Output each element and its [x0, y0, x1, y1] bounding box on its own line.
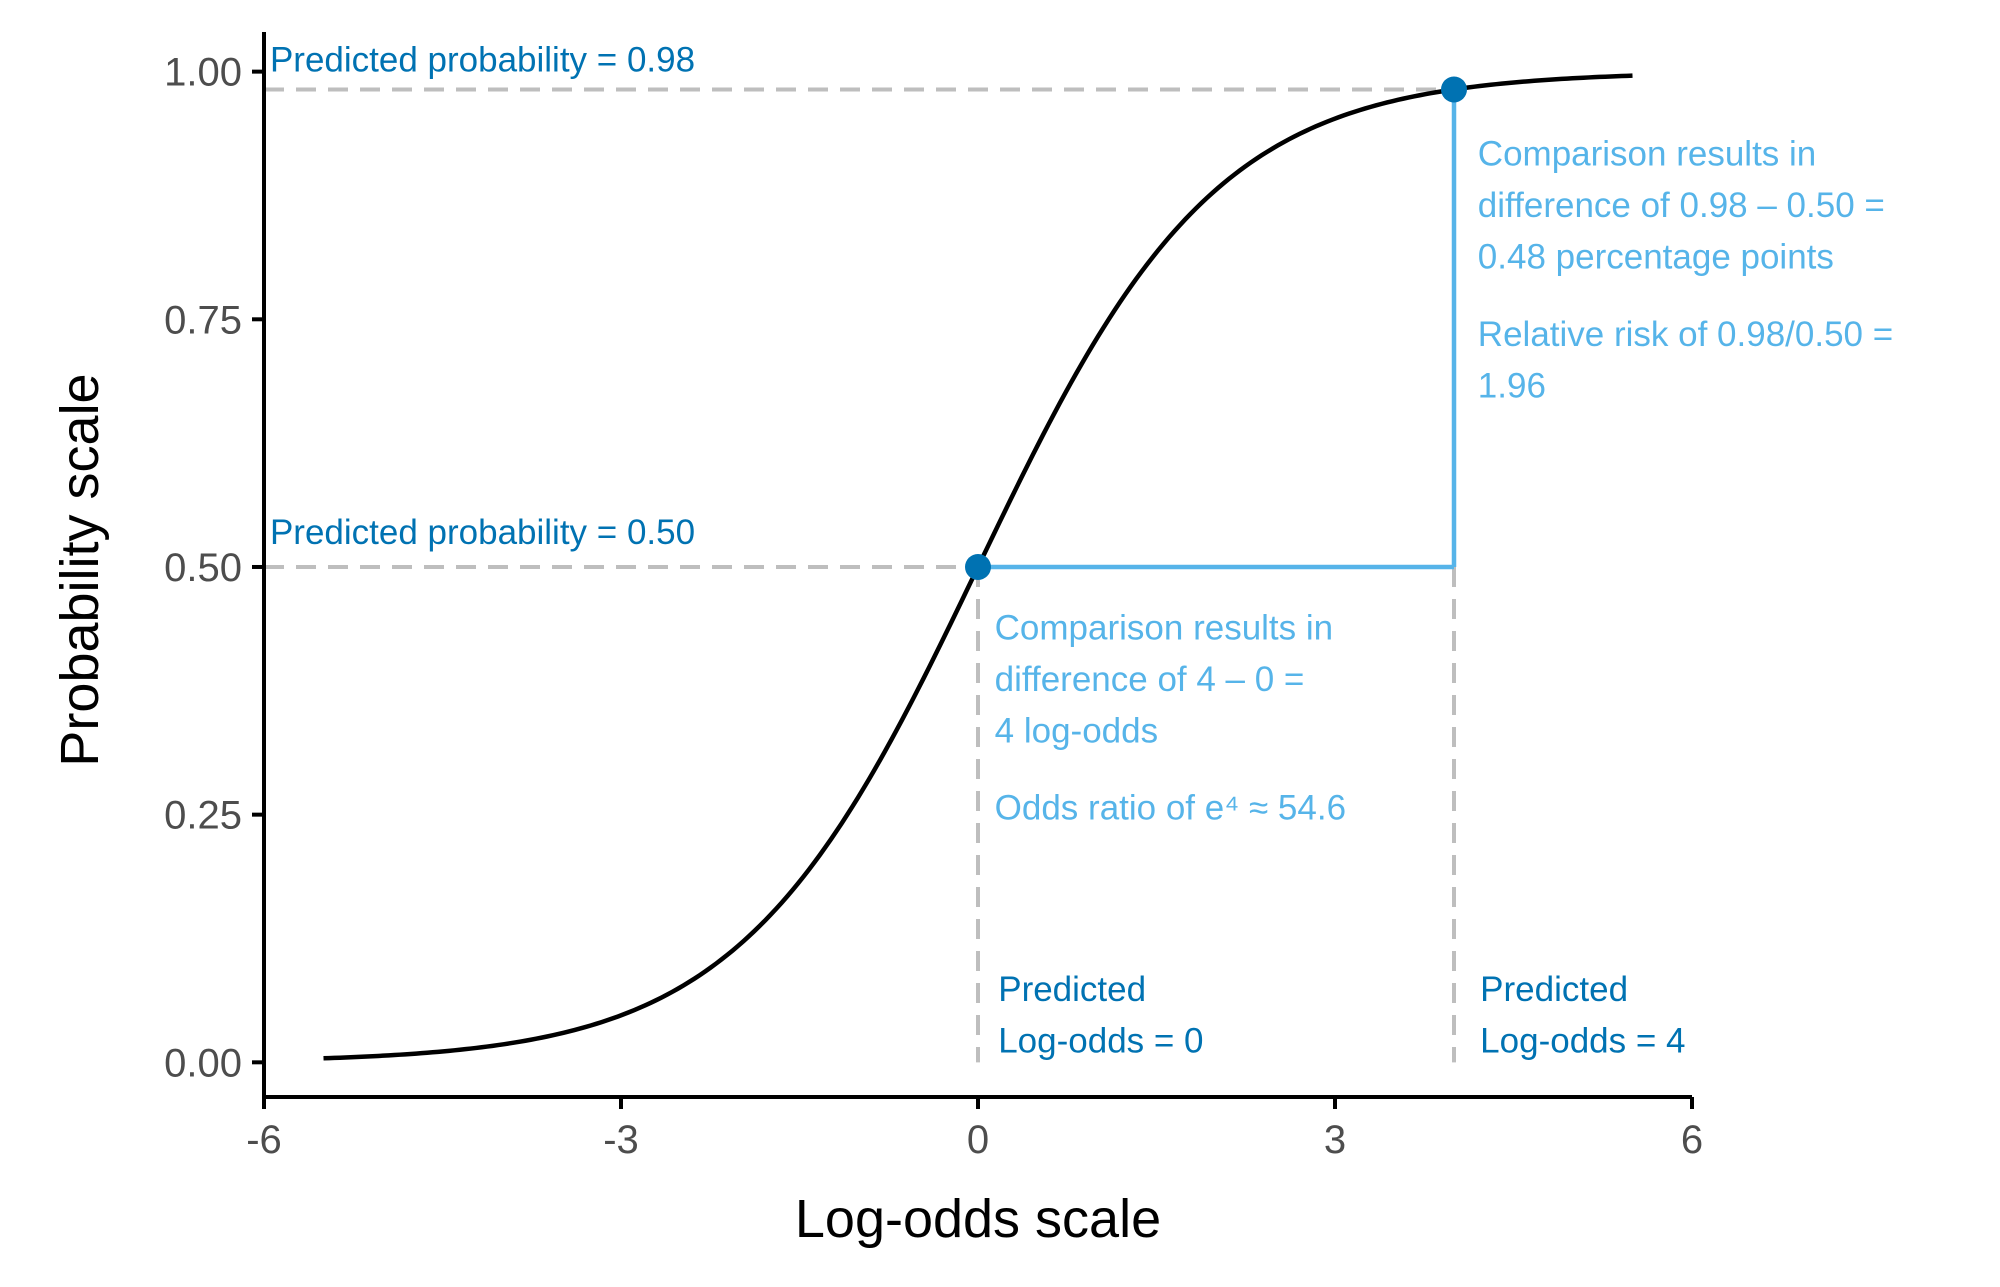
x-tick-label: -3 [603, 1118, 639, 1162]
x-tick-label: 3 [1324, 1118, 1346, 1162]
y-tick-label: 1.00 [164, 51, 242, 95]
ticks: -6 -3 0 3 6 0.00 0.25 0.50 0.75 1.00 [164, 51, 1703, 1162]
annotation-text: Predicted Log-odds = 4 [1480, 970, 1685, 1061]
annotation-text: Comparison results in difference of 4 – 0… [995, 608, 1346, 827]
y-axis-title: Probability scale [50, 373, 110, 766]
annotation-text: Predicted probability = 0.98 [270, 41, 695, 80]
y-tick-label: 0.50 [164, 546, 242, 590]
y-tick-label: 0.00 [164, 1041, 242, 1085]
x-tick-label: -6 [246, 1118, 282, 1162]
annotation-text: Comparison results in difference of 0.98 … [1478, 135, 1893, 406]
x-tick-label: 0 [967, 1118, 989, 1162]
y-tick-label: 0.75 [164, 298, 242, 342]
data-point [1441, 76, 1467, 103]
data-points [965, 76, 1467, 580]
data-point [965, 553, 991, 580]
reference-lines [264, 87, 1457, 1063]
annotation-text: Predicted probability = 0.50 [270, 513, 695, 552]
x-tick-label: 6 [1681, 1118, 1703, 1162]
annotation-text: Predicted Log-odds = 0 [998, 970, 1203, 1061]
annotations: Predicted probability = 0.98 Predicted pr… [270, 41, 1893, 1061]
y-tick-label: 0.25 [164, 794, 242, 838]
x-axis-title: Log-odds scale [795, 1189, 1161, 1249]
